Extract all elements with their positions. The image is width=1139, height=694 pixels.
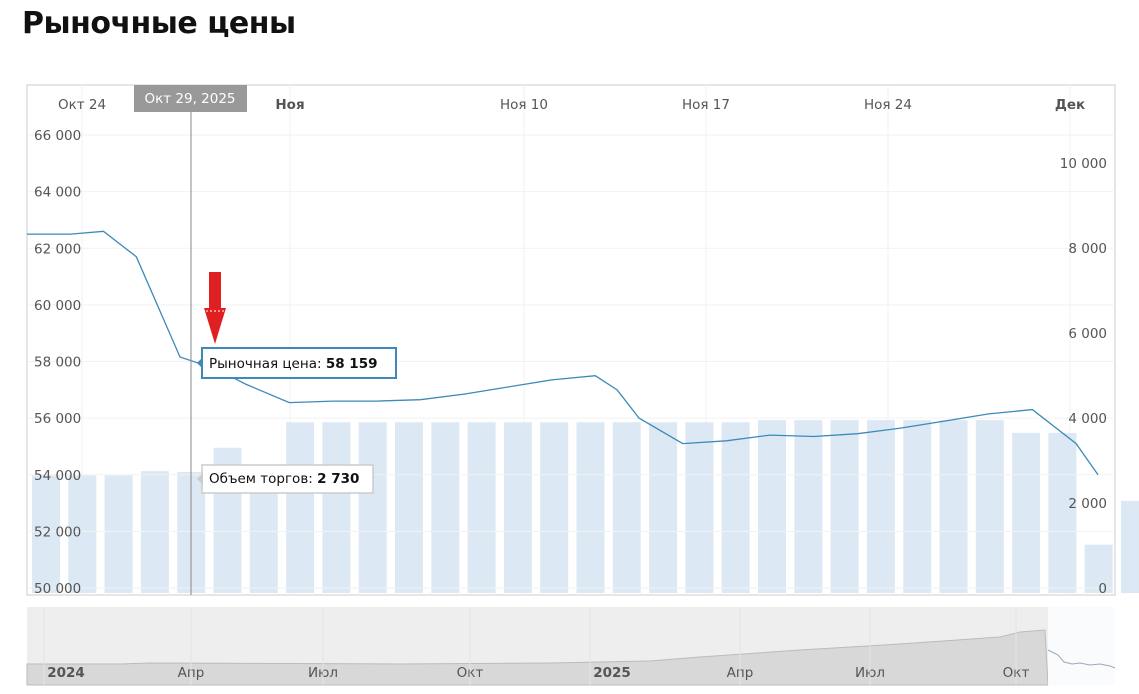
- volume-bar: [1048, 432, 1077, 593]
- navigator[interactable]: 2024 Апр Июл Окт 2025 Апр Июл Окт: [26, 607, 1116, 686]
- cursor-date-flag: Окт 29, 2025: [134, 85, 247, 112]
- volume-bar: [612, 422, 641, 593]
- navigator-selected-range[interactable]: [1048, 607, 1115, 685]
- cursor-date-label: Окт 29, 2025: [144, 91, 235, 107]
- volume-bar: [975, 420, 1004, 593]
- navigator-label: 2024: [47, 665, 85, 681]
- y-left-tick-label: 66 000: [34, 128, 81, 144]
- price-tooltip-value: 58 159: [326, 356, 378, 372]
- price-tooltip: Рыночная цена: 58 159: [197, 347, 397, 379]
- y-left-tick-label: 50 000: [34, 581, 81, 597]
- navigator-selected-line: [1047, 649, 1116, 669]
- y-left-tick-label: 64 000: [34, 185, 81, 201]
- y-right-tick-label: 6 000: [1068, 326, 1107, 342]
- svg-text:Рыночная цена: 58 159: Рыночная цена: 58 159: [209, 356, 377, 372]
- x-tick-label: Ноя 10: [500, 97, 548, 113]
- volume-bar: [322, 422, 351, 593]
- volume-bar: [576, 422, 605, 593]
- annotation-arrow: [204, 272, 226, 344]
- y-right-tick-label: 10 000: [1060, 156, 1107, 172]
- volume-bar: [1121, 500, 1139, 593]
- volume-bar: [758, 420, 786, 593]
- navigator-label: 2025: [593, 665, 631, 681]
- volume-tooltip-label: Объем торгов:: [209, 471, 317, 487]
- y-left-tick-label: 54 000: [34, 468, 81, 484]
- x-tick-label: Ноя: [275, 97, 304, 113]
- volume-bar: [540, 422, 569, 593]
- volume-bar: [649, 422, 678, 593]
- volume-bar: [395, 422, 423, 593]
- navigator-area: [26, 629, 1049, 686]
- volume-bar: [866, 420, 895, 593]
- volume-bar: [32, 475, 60, 593]
- volume-bar: [104, 475, 133, 593]
- y-right-tick-label: 8 000: [1068, 241, 1107, 257]
- volume-bar: [794, 420, 823, 593]
- page-title: Рыночные цены: [22, 6, 296, 41]
- y-left-tick-label: 60 000: [34, 298, 81, 314]
- y-left-tick-label: 52 000: [34, 524, 81, 540]
- y-right-tick-label: 2 000: [1068, 496, 1107, 512]
- volume-bar: [358, 422, 387, 593]
- volume-bar: [685, 422, 714, 593]
- volume-tooltip-value: 2 730: [317, 471, 359, 487]
- price-tooltip-label: Рыночная цена:: [209, 356, 326, 372]
- price-series-line: [27, 230, 1099, 476]
- x-tick-label: Ноя 24: [864, 97, 912, 113]
- y-right-tick-label: 0: [1098, 581, 1107, 597]
- volume-bar: [1012, 432, 1041, 593]
- volume-bar: [1084, 544, 1113, 593]
- y-left-tick-label: 56 000: [34, 411, 81, 427]
- volume-bar: [140, 471, 169, 593]
- svg-text:Объем торгов: 2 730: Объем торгов: 2 730: [209, 471, 359, 487]
- volume-bar: [903, 420, 932, 593]
- volume-bar: [503, 422, 532, 593]
- x-tick-label: Окт 24: [58, 97, 106, 113]
- x-tick-label: Дек: [1055, 97, 1085, 113]
- y-left-tick-label: 62 000: [34, 241, 81, 257]
- y-right-tick-label: 4 000: [1068, 411, 1107, 427]
- volume-bar: [939, 420, 968, 593]
- volume-bar: [830, 420, 859, 593]
- volume-bar: [286, 422, 315, 593]
- x-tick-label: Ноя 17: [682, 97, 730, 113]
- volume-bar: [467, 422, 496, 593]
- volume-bar: [68, 475, 97, 593]
- volume-bar: [721, 422, 750, 593]
- plot-area: [26, 84, 1116, 596]
- volume-tooltip: Объем торгов: 2 730: [197, 464, 374, 494]
- volume-bar: [431, 422, 460, 593]
- y-left-tick-label: 58 000: [34, 355, 81, 371]
